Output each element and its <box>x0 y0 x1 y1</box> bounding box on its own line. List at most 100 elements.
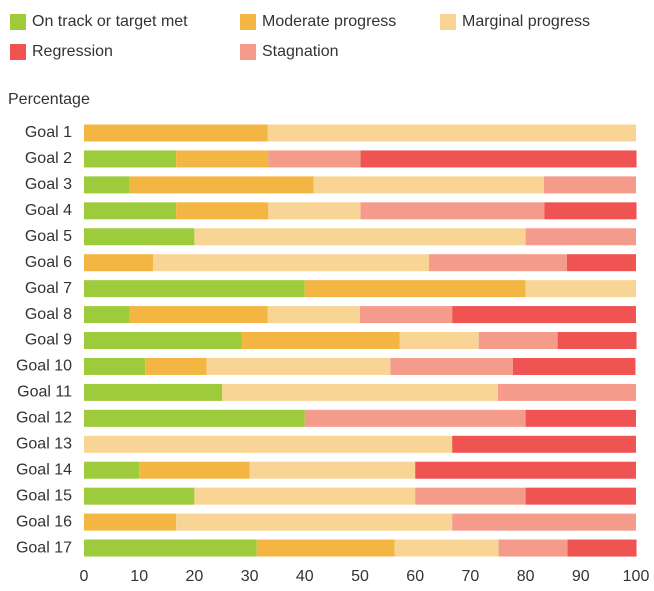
bar-segment <box>84 202 177 220</box>
bar-segment <box>129 306 268 324</box>
x-tick-label: 30 <box>241 568 259 585</box>
y-tick-label: Goal 11 <box>17 384 72 401</box>
bar-segment <box>222 383 498 401</box>
bar-segment <box>84 150 177 168</box>
bar-segment <box>84 487 195 505</box>
y-tick-label: Goal 1 <box>25 124 72 141</box>
bar-segment <box>84 357 146 375</box>
bar-segment <box>525 409 636 427</box>
bar-segment <box>241 332 400 350</box>
legend-label: Moderate progress <box>262 13 396 30</box>
bar-segment <box>84 409 305 427</box>
bar-segment <box>525 228 636 246</box>
y-tick-label: Goal 3 <box>25 176 72 193</box>
bar-segment <box>567 539 637 557</box>
bar-segment <box>399 332 479 350</box>
bar-segment <box>390 357 513 375</box>
bar-segment <box>394 539 499 557</box>
bar-segment <box>313 176 544 194</box>
bar-segment <box>176 513 453 531</box>
legend-swatch <box>10 44 26 60</box>
bar-segment <box>129 176 314 194</box>
bar-segment <box>84 332 242 350</box>
legend-swatch <box>240 44 256 60</box>
legend-label: Regression <box>32 43 113 60</box>
bar-segment <box>145 357 207 375</box>
y-tick-label: Goal 10 <box>16 358 72 375</box>
x-tick-label: 20 <box>186 568 204 585</box>
bar-segment <box>543 176 636 194</box>
bar-segment <box>153 254 429 272</box>
bar-segment <box>268 150 361 168</box>
y-tick-label: Goal 5 <box>25 228 72 245</box>
y-tick-label: Goal 9 <box>25 332 72 349</box>
bar-segment <box>557 332 637 350</box>
bar-segment <box>194 228 526 246</box>
x-tick-label: 100 <box>623 568 650 585</box>
bar-segment <box>415 461 636 479</box>
bar-segment <box>544 202 637 220</box>
bar-segment <box>84 280 305 298</box>
bar-segment <box>498 383 636 401</box>
x-tick-label: 50 <box>351 568 369 585</box>
bar-segment <box>525 280 636 298</box>
bar-segment <box>267 124 636 142</box>
y-tick-label: Goal 2 <box>25 150 72 167</box>
y-tick-label: Goal 12 <box>16 410 72 427</box>
legend-label: Marginal progress <box>462 13 590 30</box>
x-tick-label: 10 <box>130 568 148 585</box>
bar-segment <box>176 202 269 220</box>
legend-swatch <box>10 14 26 30</box>
bar-segment <box>84 254 153 272</box>
bar-segment <box>84 513 177 531</box>
bar-segment <box>304 409 526 427</box>
bar-segment <box>512 357 636 375</box>
x-tick-label: 0 <box>80 568 89 585</box>
legend-label: On track or target met <box>32 13 188 30</box>
bar-segment <box>360 202 545 220</box>
bar-segment <box>452 306 636 324</box>
bar-segment <box>84 124 268 142</box>
bar-segment <box>429 254 567 272</box>
legend-label: Stagnation <box>262 43 339 60</box>
bar-segment <box>84 176 130 194</box>
bar-segment <box>84 435 453 453</box>
y-tick-label: Goal 8 <box>25 306 72 323</box>
y-tick-label: Goal 6 <box>25 254 72 271</box>
bar-segment <box>415 487 526 505</box>
bar-segment <box>525 487 636 505</box>
bar-segment <box>360 150 637 168</box>
bar-segment <box>267 306 360 324</box>
y-tick-label: Goal 17 <box>16 539 72 556</box>
bar-segment <box>360 306 453 324</box>
bar-segment <box>206 357 391 375</box>
bar-segment <box>84 539 257 557</box>
bar-segment <box>194 487 416 505</box>
x-tick-label: 70 <box>462 568 480 585</box>
x-tick-label: 40 <box>296 568 314 585</box>
x-tick-label: 80 <box>517 568 535 585</box>
bar-segment <box>567 254 636 272</box>
bar-segment <box>176 150 269 168</box>
y-tick-label: Goal 4 <box>25 202 72 219</box>
bar-segment <box>304 280 526 298</box>
bar-segment <box>84 228 195 246</box>
bar-segment <box>249 461 416 479</box>
y-tick-label: Goal 7 <box>25 280 72 297</box>
bar-segment <box>498 539 568 557</box>
bar-segment <box>84 383 222 401</box>
legend-swatch <box>240 14 256 30</box>
x-tick-label: 90 <box>572 568 590 585</box>
bar-segment <box>139 461 250 479</box>
y-tick-label: Goal 14 <box>16 461 72 478</box>
axis-label: Percentage <box>8 91 90 108</box>
y-tick-label: Goal 16 <box>16 513 72 530</box>
y-tick-label: Goal 13 <box>16 435 72 452</box>
bar-segment <box>84 306 130 324</box>
y-tick-label: Goal 15 <box>16 487 72 504</box>
bar-segment <box>478 332 558 350</box>
bar-segment <box>256 539 395 557</box>
bar-segment <box>268 202 361 220</box>
bar-segment <box>452 435 636 453</box>
